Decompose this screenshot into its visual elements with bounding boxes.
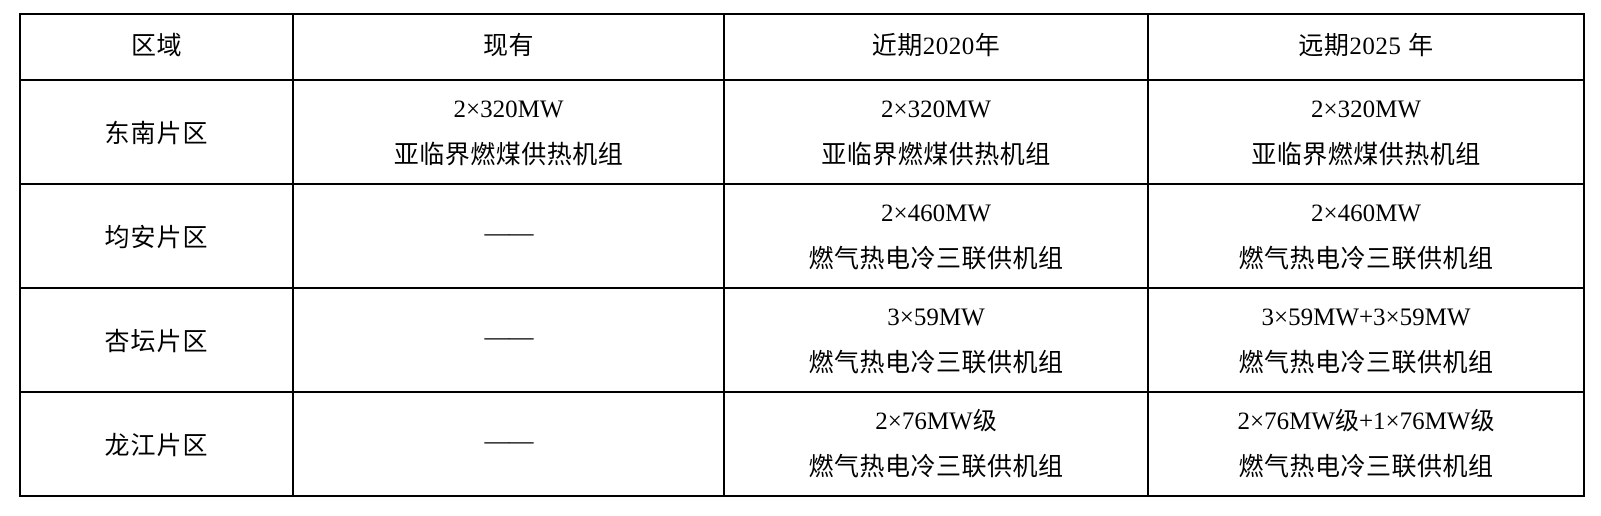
cell-current: —— <box>292 287 725 393</box>
cell-far-term: 3×59MW+3×59MW 燃气热电冷三联供机组 <box>1147 287 1585 393</box>
column-header-far-term: 远期2025 年 <box>1147 13 1585 81</box>
cell-current: 2×320MW 亚临界燃煤供热机组 <box>292 79 725 185</box>
region-name-cell: 均安片区 <box>19 183 294 289</box>
empty-dash: —— <box>484 220 534 247</box>
capacity-spec: 2×320MW <box>881 95 991 123</box>
table-row: 东南片区 2×320MW 亚临界燃煤供热机组 2×320MW 亚临界燃煤供热机组… <box>19 79 1585 185</box>
empty-dash: —— <box>484 324 534 351</box>
cell-near-term: 2×320MW 亚临界燃煤供热机组 <box>723 79 1149 185</box>
column-header-near-term-prefix: 近期 <box>871 32 923 61</box>
cell-far-term: 2×460MW 燃气热电冷三联供机组 <box>1147 183 1585 289</box>
cell-near-term: 2×76MW级 燃气热电冷三联供机组 <box>723 391 1149 497</box>
unit-type: 燃气热电冷三联供机组 <box>808 244 1064 273</box>
capacity-spec-value: 2×76MW <box>875 407 973 435</box>
cell-current: —— <box>292 183 725 289</box>
capacity-spec-grade: 级 <box>972 407 997 435</box>
column-header-far-term-year: 2025 <box>1349 33 1402 61</box>
column-header-current: 现有 <box>292 13 725 81</box>
capacity-spec-value-2: +1×76MW <box>1358 407 1471 435</box>
column-header-near-term-suffix: 年 <box>974 32 1001 61</box>
cell-far-term: 2×320MW 亚临界燃煤供热机组 <box>1147 79 1585 185</box>
capacity-spec: 2×460MW <box>1311 199 1421 227</box>
table-row: 均安片区 —— 2×460MW 燃气热电冷三联供机组 2×460MW 燃气热电冷… <box>19 183 1585 289</box>
column-header-region: 区域 <box>19 13 294 81</box>
cell-near-term: 3×59MW 燃气热电冷三联供机组 <box>723 287 1149 393</box>
unit-type: 亚临界燃煤供热机组 <box>1251 140 1481 169</box>
column-header-current-label: 现有 <box>482 32 534 61</box>
column-header-far-term-prefix: 远期 <box>1298 32 1350 61</box>
capacity-spec-grade-2: 级 <box>1470 407 1495 435</box>
unit-type: 燃气热电冷三联供机组 <box>1238 244 1494 273</box>
capacity-spec: 2×320MW <box>453 95 564 123</box>
column-header-region-label: 区域 <box>130 32 182 61</box>
table-row: 杏坛片区 —— 3×59MW 燃气热电冷三联供机组 3×59MW+3×59MW … <box>19 287 1585 393</box>
unit-type: 亚临界燃煤供热机组 <box>821 140 1051 169</box>
capacity-spec-value: 2×76MW <box>1237 407 1335 435</box>
column-header-far-term-suffix: 年 <box>1408 32 1434 61</box>
capacity-spec: 2×460MW <box>881 199 991 227</box>
region-name-cell: 龙江片区 <box>19 391 294 497</box>
unit-type: 燃气热电冷三联供机组 <box>1238 452 1494 481</box>
unit-type: 燃气热电冷三联供机组 <box>808 452 1064 481</box>
unit-type: 燃气热电冷三联供机组 <box>1238 348 1494 377</box>
cell-current: —— <box>292 391 725 497</box>
capacity-spec: 2×76MW级 <box>725 409 1147 434</box>
column-header-near-term: 近期2020年 <box>723 13 1149 81</box>
unit-type: 燃气热电冷三联供机组 <box>808 348 1064 377</box>
table-row: 龙江片区 —— 2×76MW级 燃气热电冷三联供机组 2×76MW级+1×76M… <box>19 391 1585 497</box>
cell-far-term: 2×76MW级+1×76MW级 燃气热电冷三联供机组 <box>1147 391 1585 497</box>
capacity-spec: 2×76MW级+1×76MW级 <box>1149 409 1583 434</box>
unit-type: 亚临界燃煤供热机组 <box>393 140 624 169</box>
capacity-spec-grade: 级 <box>1334 407 1359 435</box>
capacity-spec: 2×320MW <box>1311 95 1421 123</box>
column-header-near-term-year: 2020 <box>922 33 975 61</box>
region-name-cell: 东南片区 <box>19 79 294 185</box>
cell-near-term: 2×460MW 燃气热电冷三联供机组 <box>723 183 1149 289</box>
empty-dash: —— <box>484 428 534 455</box>
regional-plan-table: 区域 现有 近期2020年 远期2025 年 东南片区 2×320MW 亚临界燃… <box>19 13 1585 497</box>
region-name-cell: 杏坛片区 <box>19 287 294 393</box>
table-header-row: 区域 现有 近期2020年 远期2025 年 <box>19 13 1585 81</box>
capacity-spec: 3×59MW <box>887 303 985 331</box>
capacity-spec: 3×59MW+3×59MW <box>1261 303 1471 331</box>
